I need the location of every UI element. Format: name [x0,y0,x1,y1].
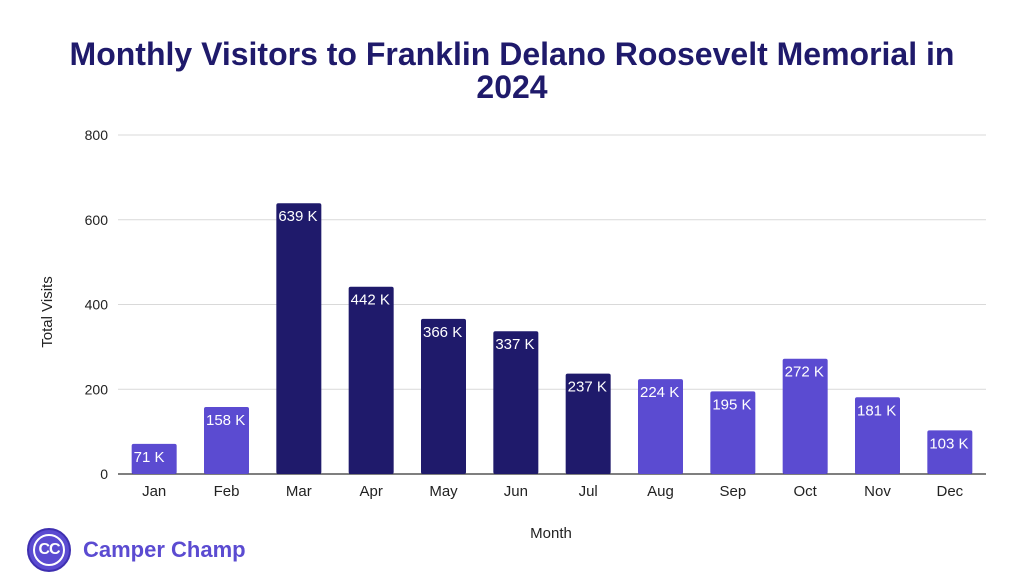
bar-dec [927,430,973,474]
data-label-may: 366 K [423,324,462,341]
bars [131,203,973,474]
y-tick-label: 0 [100,466,108,482]
y-tick-label: 400 [85,297,109,313]
data-label-mar: 639 K [278,208,317,225]
x-tick-label-jan: Jan [142,483,166,500]
x-tick-label-may: May [429,483,458,500]
brand-logo-icon: CC [27,528,71,572]
x-tick-label-apr: Apr [359,483,382,500]
bar-aug [638,379,683,474]
x-tick-label-jul: Jul [579,483,598,500]
data-label-jan: 71 K [134,449,165,466]
data-label-apr: 442 K [351,292,390,309]
brand-watermark: CC Camper Champ [27,527,246,573]
bar-apr [348,286,394,474]
x-tick-label-sep: Sep [719,483,746,500]
bar-jul [565,373,611,474]
data-label-aug: 224 K [640,384,679,401]
data-label-feb: 158 K [206,412,245,429]
x-tick-label-oct: Oct [793,483,817,500]
x-tick-label-nov: Nov [864,483,891,500]
bar-may [421,318,466,474]
chart-title: Monthly Visitors to Franklin Delano Roos… [69,36,955,105]
data-label-sep: 195 K [712,396,751,413]
bar-jun [493,331,539,474]
x-axis-ticks: Jan Feb Mar Apr May Jun Jul Aug Sep Oct Nov Dec [142,483,964,500]
brand-logo-text: CC [38,541,60,558]
x-tick-label-jun: Jun [504,483,528,500]
brand-name: Camper Champ [83,537,246,562]
x-tick-label-dec: Dec [936,483,963,500]
y-axis-ticks: 0 200 400 600 800 [85,127,109,482]
data-label-nov: 181 K [857,402,896,419]
data-label-jun: 337 K [495,336,534,353]
x-tick-label-mar: Mar [286,483,312,500]
y-tick-label: 800 [85,127,109,143]
x-tick-label-feb: Feb [214,483,240,500]
x-tick-label-aug: Aug [647,483,674,500]
data-label-oct: 272 K [785,364,824,381]
data-labels: 71 K 158 K 639 K 442 K 366 K 337 K 237 K 224 K 1… [134,208,969,466]
y-tick-label: 200 [85,381,109,397]
y-tick-label: 600 [85,212,109,228]
data-label-dec: 103 K [929,435,968,452]
y-axis-title: Total Visits [39,276,56,347]
bar-mar [276,203,322,474]
bar-sep [710,391,756,474]
data-label-jul: 237 K [568,379,607,396]
x-axis-title: Month [530,525,572,542]
bar-nov [855,397,900,474]
gridlines [118,134,986,475]
bar-jan [131,443,177,474]
bar-feb [204,407,249,474]
bar-oct [782,358,828,474]
